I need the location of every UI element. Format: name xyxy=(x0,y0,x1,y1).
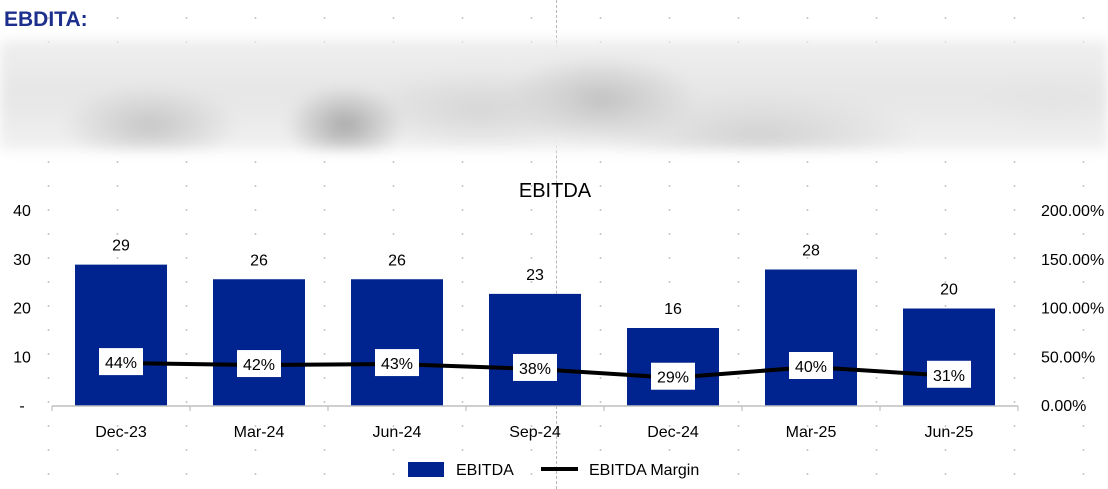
y-left-tick-label: 10 xyxy=(13,349,31,366)
margin-label-box xyxy=(99,348,143,376)
x-axis-category-label: Jun-25 xyxy=(925,424,974,441)
chart-title: EBITDA xyxy=(519,180,592,202)
margin-label-box xyxy=(513,353,557,381)
plot-area: - 10 20 30 40 0.00% 50.00% 100.00% 150.00% 200.00… xyxy=(13,203,1104,441)
margin-label-box xyxy=(789,352,833,379)
legend-ebitda-label: EBITDA xyxy=(456,462,514,479)
x-axis-category-label: Sep-24 xyxy=(509,424,561,441)
margin-label-box xyxy=(375,349,419,377)
margin-label-box xyxy=(237,350,281,378)
ebitda-bar xyxy=(765,269,857,406)
y-left-tick-label: 30 xyxy=(13,252,31,269)
y-left-tick-label: - xyxy=(19,398,24,415)
x-axis-category-label: Jun-24 xyxy=(373,424,422,441)
margin-data-label: 42% xyxy=(243,357,275,374)
y-left-tick-label: 40 xyxy=(13,203,31,220)
ebitda-bar xyxy=(351,279,443,406)
margin-label-box xyxy=(651,362,695,390)
ebitda-bar-label: 16 xyxy=(664,301,682,318)
chart-legend: EBITDA EBITDA Margin xyxy=(408,462,699,479)
ebitda-bar-label: 28 xyxy=(802,243,820,260)
margin-data-label: 40% xyxy=(795,359,827,376)
legend-ebitda-swatch xyxy=(408,462,444,477)
x-axis-category-label: Mar-24 xyxy=(234,424,285,441)
ebitda-bar xyxy=(489,293,581,406)
y-right-tick-label: 0.00% xyxy=(1041,398,1086,415)
margin-data-label: 38% xyxy=(519,361,551,378)
section-title: EBDITA: xyxy=(4,8,88,31)
ebitda-bar-label: 29 xyxy=(112,238,130,255)
x-axis-category-label: Dec-24 xyxy=(647,424,699,441)
x-axis-category-label: Dec-23 xyxy=(95,424,147,441)
y-right-tick-label: 150.00% xyxy=(1041,252,1104,269)
margin-label-box xyxy=(927,360,971,388)
margin-data-label: 43% xyxy=(381,356,413,373)
y-left-tick-label: 20 xyxy=(13,301,31,318)
ebitda-bar-label: 20 xyxy=(940,282,958,299)
margin-data-label: 29% xyxy=(657,370,689,387)
ebitda-bar xyxy=(903,308,995,406)
margin-data-label: 31% xyxy=(933,368,965,385)
ebitda-bar-label: 26 xyxy=(250,252,268,269)
ebitda-bar xyxy=(75,264,167,406)
x-axis-category-label: Mar-25 xyxy=(786,424,837,441)
margin-data-label: 44% xyxy=(105,355,137,372)
legend-margin-label: EBITDA Margin xyxy=(589,462,699,479)
page-break-line xyxy=(556,0,557,489)
ebitda-bar-label: 23 xyxy=(526,267,544,284)
blurred-content xyxy=(0,40,1108,150)
ebitda-bar-label: 26 xyxy=(388,252,406,269)
y-right-tick-label: 200.00% xyxy=(1041,203,1104,220)
y-right-tick-label: 50.00% xyxy=(1041,349,1095,366)
ebitda-bar xyxy=(213,279,305,406)
y-right-tick-label: 100.00% xyxy=(1041,301,1104,318)
